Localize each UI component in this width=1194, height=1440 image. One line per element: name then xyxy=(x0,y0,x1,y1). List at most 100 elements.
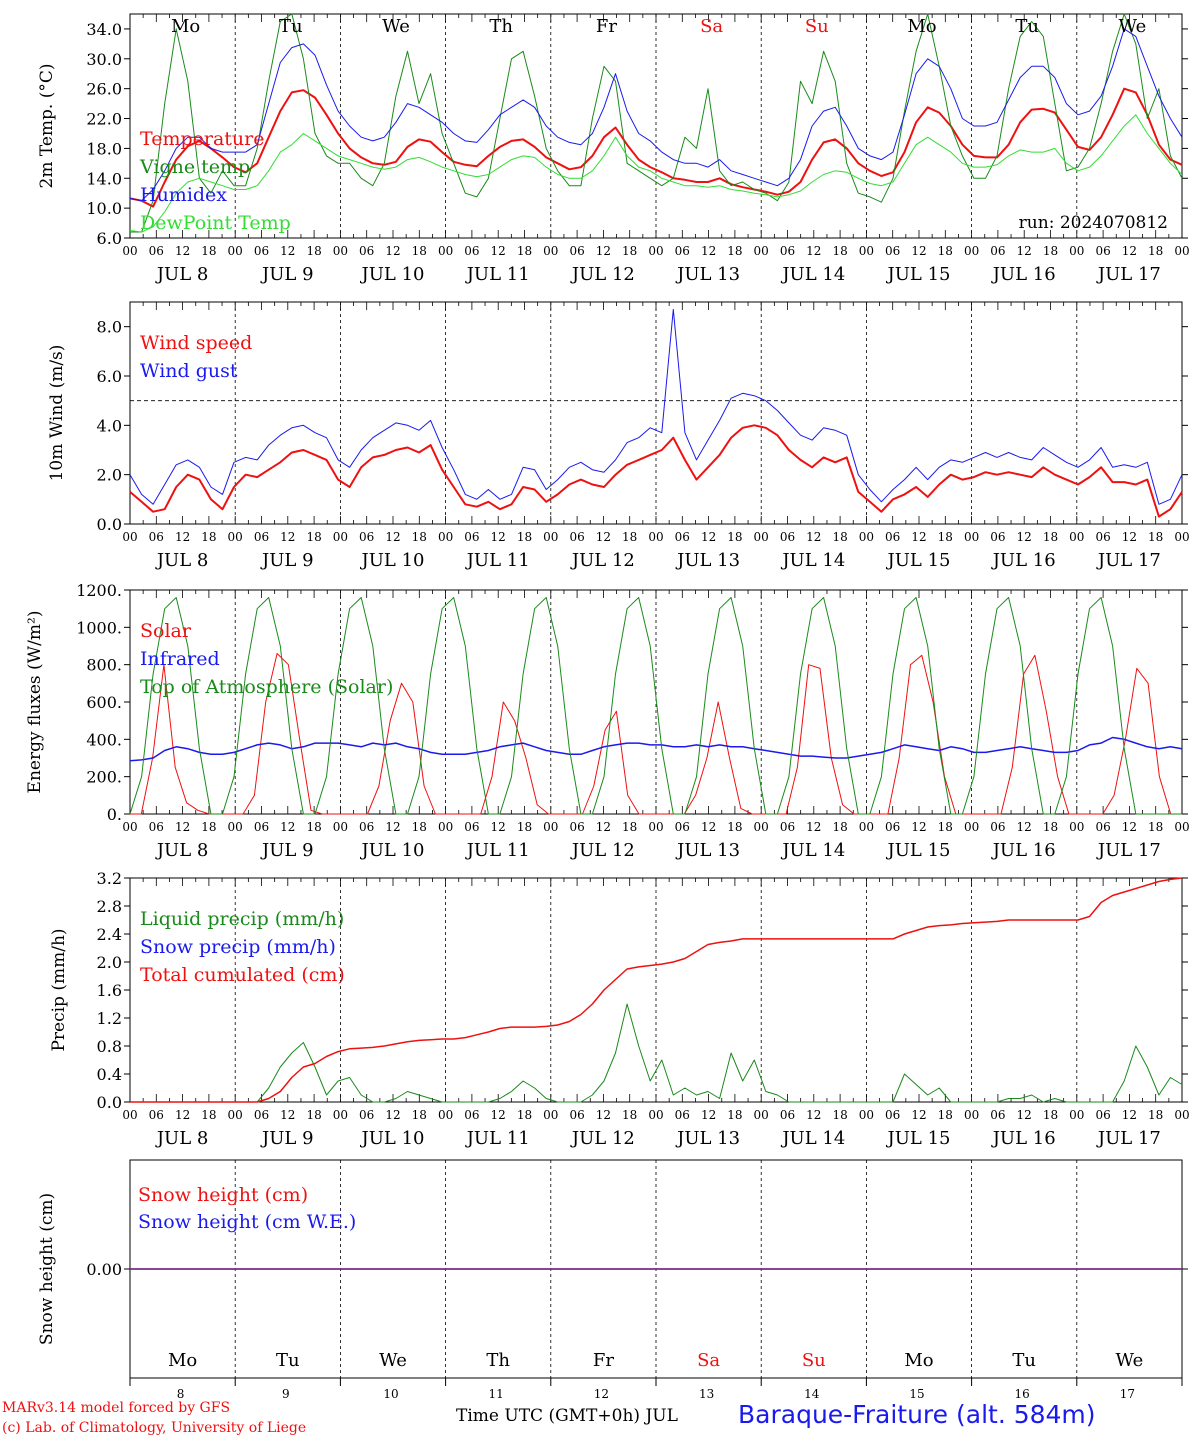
hour-tick-label: 00 xyxy=(859,820,874,834)
hour-tick-label: 12 xyxy=(911,820,926,834)
hour-tick-label: 00 xyxy=(543,244,558,258)
date-label: JUL 13 xyxy=(675,1128,740,1149)
hour-tick-label: 06 xyxy=(990,530,1005,544)
series-line-solar xyxy=(130,653,1182,815)
hour-tick-label: 06 xyxy=(569,530,584,544)
hour-tick-label: 12 xyxy=(911,530,926,544)
hour-tick-label: 18 xyxy=(832,244,847,258)
hour-tick-label: 06 xyxy=(675,244,690,258)
date-label: JUL 15 xyxy=(886,1128,951,1149)
y-tick-label: 400. xyxy=(86,730,122,749)
hour-tick-label: 12 xyxy=(596,530,611,544)
hour-tick-label: 18 xyxy=(622,1108,637,1122)
hour-tick-label: 18 xyxy=(832,1108,847,1122)
hour-tick-label: 12 xyxy=(701,820,716,834)
hour-tick-label: 12 xyxy=(491,1108,506,1122)
hour-tick-label: 18 xyxy=(832,530,847,544)
y-tick-label: 800. xyxy=(86,656,122,675)
hour-tick-label: 06 xyxy=(675,1108,690,1122)
date-label: JUL 13 xyxy=(675,264,740,285)
hour-tick-label: 12 xyxy=(175,820,190,834)
y-tick-label: 1.2 xyxy=(97,1009,122,1028)
hour-tick-label: 06 xyxy=(1095,244,1110,258)
hour-tick-label: 12 xyxy=(596,1108,611,1122)
date-label: JUL 15 xyxy=(886,840,951,861)
hour-tick-label: 18 xyxy=(201,244,216,258)
hour-tick-label: 00 xyxy=(1069,244,1084,258)
y-tick-label: 6.0 xyxy=(97,367,122,386)
hour-tick-label: 06 xyxy=(359,244,374,258)
y-axis-label: Precip (mm/h) xyxy=(49,928,69,1051)
hour-tick-label: 18 xyxy=(1043,530,1058,544)
date-label: JUL 11 xyxy=(465,1128,530,1149)
hour-tick-label: 12 xyxy=(701,1108,716,1122)
hour-tick-label: 00 xyxy=(964,1108,979,1122)
y-tick-label: 8.0 xyxy=(97,318,122,337)
hour-tick-label: 18 xyxy=(306,1108,321,1122)
hour-tick-label: 18 xyxy=(201,530,216,544)
hour-tick-label: 00 xyxy=(438,820,453,834)
y-tick-label: 34.0 xyxy=(86,20,122,39)
weekday-label: We xyxy=(1116,1350,1144,1371)
hour-tick-label: 06 xyxy=(254,530,269,544)
series-line-wind-speed xyxy=(129,424,1183,518)
hour-tick-label: 12 xyxy=(1122,244,1137,258)
weekday-label: Th xyxy=(489,16,513,37)
hour-tick-label: 12 xyxy=(385,244,400,258)
footer-lab-credit: (c) Lab. of Climatology, University of L… xyxy=(2,1420,307,1436)
hour-tick-label: 18 xyxy=(938,820,953,834)
hour-tick-label: 12 xyxy=(280,530,295,544)
hour-tick-label: 00 xyxy=(333,820,348,834)
y-axis-label: 10m Wind (m/s) xyxy=(47,345,67,482)
hour-tick-label: 18 xyxy=(622,530,637,544)
series-line-dewpoint-temp xyxy=(129,114,1183,233)
date-label: JUL 17 xyxy=(1096,550,1161,571)
hour-tick-label: 00 xyxy=(648,820,663,834)
y-tick-label: 30.0 xyxy=(86,50,122,69)
hour-tick-label: 06 xyxy=(885,244,900,258)
hour-tick-label: 00 xyxy=(543,1108,558,1122)
legend-entry: Snow height (cm) xyxy=(138,1184,308,1206)
hour-tick-label: 00 xyxy=(859,530,874,544)
y-tick-label: 0.4 xyxy=(97,1065,122,1084)
hour-tick-label: 00 xyxy=(333,1108,348,1122)
legend-entry: Temperature xyxy=(140,128,264,150)
weekday-label: Mo xyxy=(168,1350,197,1371)
station-name: Baraque-Fraiture (alt. 584m) xyxy=(738,1400,1096,1429)
date-label: JUL 13 xyxy=(675,550,740,571)
hour-tick-label: 00 xyxy=(228,820,243,834)
hour-tick-label: 06 xyxy=(569,820,584,834)
date-label: JUL 14 xyxy=(780,840,845,861)
y-tick-label: 0.0 xyxy=(97,1093,122,1112)
hour-tick-label: 12 xyxy=(491,244,506,258)
hour-tick-label: 18 xyxy=(938,1108,953,1122)
date-label: JUL 10 xyxy=(360,264,425,285)
legend-entry: Liquid precip (mm/h) xyxy=(140,908,344,930)
hour-tick-label: 06 xyxy=(464,530,479,544)
hour-tick-label: 06 xyxy=(254,820,269,834)
legend-entry: Humidex xyxy=(140,184,227,206)
hour-tick-label: 18 xyxy=(1148,820,1163,834)
hour-tick-label: 06 xyxy=(569,1108,584,1122)
y-tick-label: 6.0 xyxy=(97,229,122,248)
hour-tick-label: 00 xyxy=(648,530,663,544)
weekday-label: Su xyxy=(802,1350,826,1371)
hour-tick-label: 00 xyxy=(1069,1108,1084,1122)
y-tick-label: 2.4 xyxy=(97,925,122,944)
date-label: JUL 9 xyxy=(260,264,314,285)
panel-energy: 0. 200. 400. 600. 800. 1000. 1200. 00 06 12 18 JUL … xyxy=(25,581,1190,861)
date-label: JUL 10 xyxy=(360,1128,425,1149)
date-label: JUL 17 xyxy=(1096,840,1161,861)
hour-tick-label: 00 xyxy=(754,820,769,834)
date-label: JUL 10 xyxy=(360,840,425,861)
hour-tick-label: 00 xyxy=(1174,244,1189,258)
hour-tick-label: 12 xyxy=(701,530,716,544)
hour-tick-label: 00 xyxy=(648,1108,663,1122)
hour-tick-label: 00 xyxy=(859,244,874,258)
hour-tick-label: 12 xyxy=(911,244,926,258)
hour-tick-label: 12 xyxy=(1017,530,1032,544)
hour-tick-label: 12 xyxy=(280,820,295,834)
y-tick-label: 2.0 xyxy=(97,466,122,485)
plot-frame xyxy=(129,13,1183,239)
